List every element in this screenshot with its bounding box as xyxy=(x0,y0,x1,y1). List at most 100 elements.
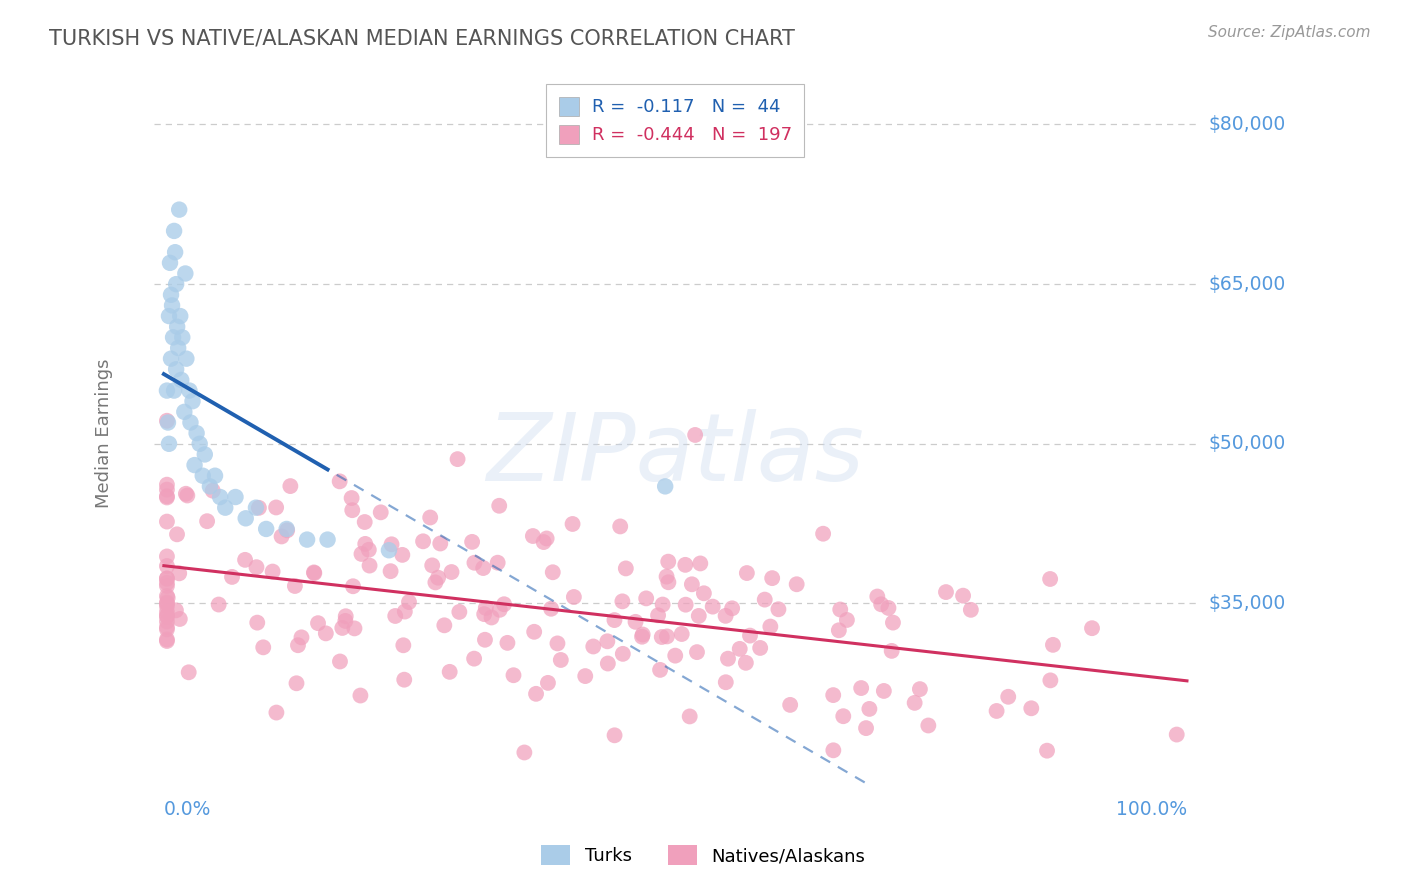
Point xyxy=(170,373,193,387)
Point xyxy=(156,572,179,586)
Point xyxy=(359,558,381,573)
Point xyxy=(671,627,693,641)
Point xyxy=(823,688,845,702)
Point xyxy=(156,608,179,623)
Point xyxy=(156,599,179,614)
Point xyxy=(449,605,471,619)
Point xyxy=(156,549,179,564)
Point xyxy=(647,608,669,623)
Point xyxy=(183,458,205,472)
Point xyxy=(904,696,927,710)
Point xyxy=(245,500,267,515)
Point xyxy=(156,605,179,619)
Point xyxy=(433,618,456,632)
Point xyxy=(440,565,463,579)
Point xyxy=(728,641,751,656)
Point xyxy=(176,351,198,366)
Point xyxy=(156,477,179,491)
Point xyxy=(614,561,637,575)
Point xyxy=(768,602,790,616)
Point xyxy=(370,505,392,519)
Point xyxy=(233,553,256,567)
Point xyxy=(156,595,179,609)
Point xyxy=(167,202,190,217)
Point xyxy=(651,598,673,612)
Point xyxy=(522,529,544,543)
Point xyxy=(429,536,451,550)
Point xyxy=(350,547,373,561)
Point xyxy=(472,607,495,621)
Point xyxy=(546,636,568,650)
Point xyxy=(160,351,183,366)
Point xyxy=(343,621,366,635)
Point xyxy=(657,575,679,590)
Point xyxy=(181,394,204,409)
Point xyxy=(664,648,686,663)
Point xyxy=(304,566,326,580)
Point xyxy=(823,743,845,757)
Point xyxy=(160,287,183,301)
Point xyxy=(235,511,257,525)
Point xyxy=(631,627,654,641)
Point xyxy=(612,594,634,608)
Text: TURKISH VS NATIVE/ALASKAN MEDIAN EARNINGS CORRELATION CHART: TURKISH VS NATIVE/ALASKAN MEDIAN EARNING… xyxy=(49,29,794,48)
Point xyxy=(156,571,179,585)
Point xyxy=(870,597,893,611)
Point xyxy=(156,515,179,529)
Point xyxy=(295,533,318,547)
Point xyxy=(398,595,420,609)
Point xyxy=(191,468,214,483)
Point xyxy=(1042,638,1064,652)
Point xyxy=(657,555,679,569)
Point xyxy=(596,634,619,648)
Point xyxy=(276,522,298,536)
Point xyxy=(354,537,377,551)
Point xyxy=(537,676,560,690)
Point xyxy=(533,535,555,549)
Point xyxy=(329,655,352,669)
Point xyxy=(754,592,776,607)
Point xyxy=(439,665,461,679)
Point xyxy=(1166,727,1188,741)
Point xyxy=(156,491,179,505)
Point xyxy=(378,543,401,558)
Point xyxy=(689,557,711,571)
Point xyxy=(1081,621,1104,635)
Point xyxy=(446,452,468,467)
Point xyxy=(702,599,724,614)
Point xyxy=(174,267,197,281)
Point xyxy=(714,675,737,690)
Point xyxy=(165,362,187,376)
Point xyxy=(209,490,232,504)
Point xyxy=(162,330,184,344)
Point xyxy=(247,500,270,515)
Point xyxy=(342,579,364,593)
Point xyxy=(651,630,673,644)
Point xyxy=(463,651,485,665)
Point xyxy=(683,428,706,442)
Point xyxy=(513,746,536,760)
Point xyxy=(738,629,761,643)
Point xyxy=(866,590,889,604)
Point xyxy=(156,416,179,430)
Point xyxy=(284,579,307,593)
Point xyxy=(394,673,416,687)
Point xyxy=(1036,744,1059,758)
Point xyxy=(262,565,284,579)
Point xyxy=(156,620,179,634)
Point xyxy=(472,561,495,575)
Text: $35,000: $35,000 xyxy=(1208,594,1285,613)
Point xyxy=(486,556,509,570)
Point xyxy=(603,728,626,742)
Point xyxy=(177,665,200,680)
Point xyxy=(603,613,626,627)
Point xyxy=(855,721,877,735)
Point xyxy=(163,224,186,238)
Legend: Turks, Natives/Alaskans: Turks, Natives/Alaskans xyxy=(534,838,872,872)
Point xyxy=(245,560,267,574)
Point xyxy=(208,598,231,612)
Point xyxy=(540,601,562,615)
Point xyxy=(156,597,179,611)
Point xyxy=(174,487,197,501)
Point xyxy=(828,624,851,638)
